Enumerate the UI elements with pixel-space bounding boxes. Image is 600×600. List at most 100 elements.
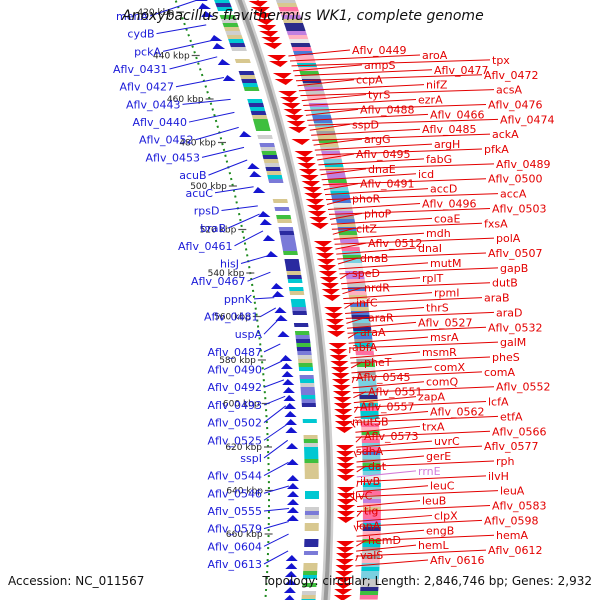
reverse-leader-line	[353, 406, 359, 413]
category-segment	[243, 87, 260, 91]
category-segment	[315, 127, 335, 131]
reverse-gene-arrow	[331, 379, 350, 385]
reverse-gene-label: sdhA	[356, 445, 384, 458]
reverse-gene-label: coaE	[434, 212, 461, 225]
reverse-leader-line	[356, 455, 425, 463]
reverse-leader-line	[291, 59, 491, 67]
reverse-leader-line	[331, 222, 483, 230]
reverse-gene-label: zapA	[418, 391, 445, 404]
category-segment	[297, 355, 313, 359]
category-segment	[223, 27, 241, 31]
reverse-gene-label: thrS	[426, 301, 449, 314]
category-segment	[280, 235, 295, 239]
reverse-gene-arrow	[336, 547, 355, 553]
category-segment	[299, 379, 315, 383]
reverse-gene-label: tyrS	[368, 89, 390, 102]
category-segment	[248, 103, 265, 107]
category-segment	[298, 367, 314, 371]
reverse-leader-line	[343, 292, 433, 300]
category-segment	[357, 367, 376, 371]
reverse-leader-line	[350, 356, 491, 364]
reverse-leader-line	[311, 128, 421, 136]
reverse-gene-arrow	[336, 553, 354, 559]
reverse-leader-line	[352, 381, 425, 389]
reverse-gene-arrow	[263, 43, 283, 49]
reverse-gene-arrow	[305, 199, 324, 205]
category-segment	[249, 107, 266, 111]
reverse-leader-line	[356, 440, 433, 448]
reverse-gene-label: Aflv_0527	[418, 316, 472, 329]
forward-gene-arrow	[284, 571, 297, 577]
reverse-leader-line	[327, 202, 421, 210]
category-segment	[304, 547, 319, 551]
forward-gene-arrow	[284, 595, 295, 600]
category-segment	[285, 27, 306, 31]
category-segment	[305, 495, 319, 499]
reverse-leader-line	[304, 103, 487, 111]
category-segment	[304, 451, 319, 455]
category-segment	[304, 479, 319, 483]
reverse-gene-label: clpX	[434, 509, 458, 522]
reverse-gene-arrow	[288, 127, 307, 133]
forward-leader-line	[263, 533, 289, 547]
reverse-gene-label: etfA	[500, 410, 523, 423]
reverse-gene-label: gerE	[426, 450, 451, 463]
category-segment	[273, 203, 289, 207]
forward-leader-line	[169, 56, 218, 70]
reverse-leader-line	[347, 331, 359, 339]
reverse-gene-arrow	[335, 427, 354, 433]
reverse-gene-label: Aflv_0472	[484, 69, 538, 82]
reverse-gene-label: Aflv_0532	[488, 321, 542, 334]
forward-leader-line	[221, 205, 258, 211]
reverse-leader-line	[356, 465, 367, 473]
forward-gene-arrow	[282, 379, 295, 385]
tick-label: 420 kbp	[137, 8, 174, 18]
category-segment	[300, 383, 315, 387]
forward-gene-arrow	[287, 483, 299, 489]
reverse-leader-line	[353, 386, 495, 394]
category-segment	[323, 159, 343, 163]
reverse-gene-label: accD	[430, 183, 457, 196]
reverse-gene-arrow	[278, 91, 297, 97]
category-segment	[278, 227, 294, 231]
category-segment	[303, 435, 318, 439]
forward-leader-line	[208, 159, 248, 176]
forward-gene-label: cydB	[127, 28, 154, 41]
category-segment	[304, 447, 319, 451]
reverse-gene-label: ilvB	[360, 475, 380, 488]
forward-gene-arrow	[283, 395, 296, 401]
forward-leader-line	[201, 146, 245, 158]
reverse-gene-arrow	[310, 223, 329, 229]
reverse-gene-label: Aflv_0562	[430, 405, 484, 418]
forward-gene-arrow	[265, 251, 278, 257]
category-segment	[289, 39, 310, 43]
category-segment	[263, 159, 279, 163]
reverse-gene-label: leuC	[430, 480, 455, 493]
category-segment	[304, 519, 319, 523]
rna-gene-label: rrnE	[418, 465, 441, 478]
forward-gene-label: Aflv_0453	[146, 151, 200, 164]
reverse-gene-arrow	[259, 31, 279, 37]
forward-gene-label: uspA	[235, 328, 263, 341]
reverse-gene-label: Aflv_0466	[430, 108, 484, 121]
category-segment	[301, 403, 316, 407]
reverse-gene-label: ampS	[364, 59, 395, 72]
category-segment	[301, 395, 316, 399]
category-segment	[362, 531, 381, 535]
forward-gene-label: Aflv_0490	[208, 364, 262, 377]
category-segment	[236, 63, 253, 67]
category-segment	[305, 503, 319, 507]
reverse-gene-arrow	[336, 457, 355, 463]
reverse-leader-line	[343, 297, 483, 305]
category-segment	[362, 527, 381, 531]
reverse-gene-arrow	[329, 349, 348, 355]
reverse-gene-label: hemL	[418, 539, 449, 552]
forward-gene-label: acuC	[186, 187, 214, 200]
accession-text: Accession: NC_011567	[8, 574, 145, 588]
forward-gene-label: Aflv_0604	[208, 540, 262, 553]
category-segment	[363, 499, 381, 503]
category-segment	[221, 19, 238, 23]
reverse-gene-arrow	[336, 451, 355, 457]
reverse-leader-line	[346, 321, 417, 329]
